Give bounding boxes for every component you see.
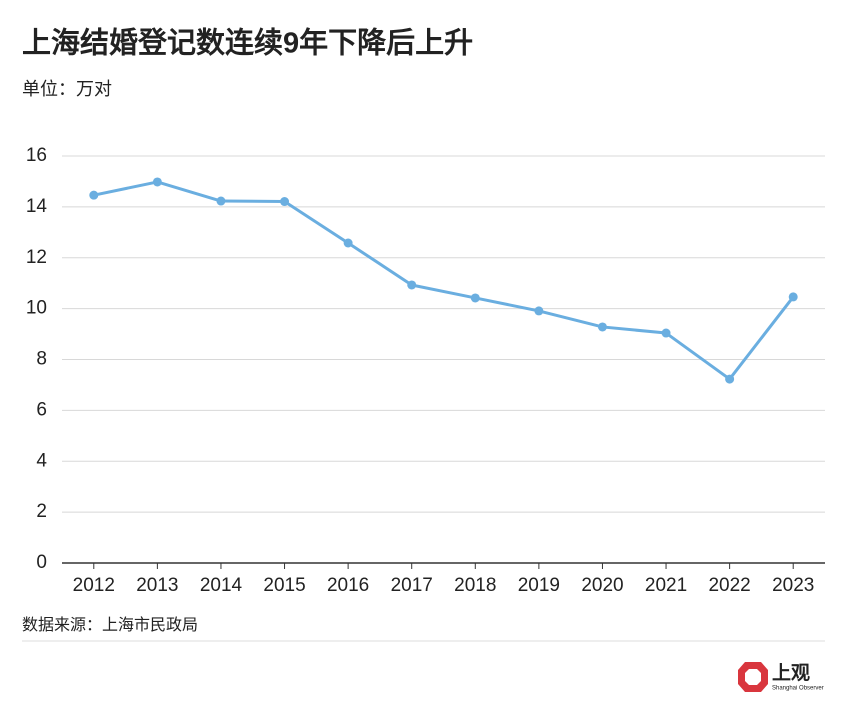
chart-title: 上海结婚登记数连续9年下降后上升 [22, 26, 473, 60]
brand-sub: Shanghai Observer [772, 686, 824, 692]
point [407, 280, 417, 290]
x-tick-label: 2016 [327, 575, 369, 596]
point [216, 196, 226, 206]
y-tick-label: 6 [36, 399, 47, 420]
y-tick-label: 12 [26, 247, 47, 268]
point [725, 374, 735, 384]
y-tick-label: 16 [26, 145, 47, 166]
x-tick-label: 2021 [645, 575, 687, 596]
source: 数据来源：上海市民政局 [22, 616, 198, 634]
y-tick-label: 14 [26, 196, 48, 217]
x-tick-label: 2013 [136, 575, 178, 596]
x-tick-label: 2014 [200, 575, 243, 596]
logo: 上观 Shanghai Observer [738, 662, 824, 692]
point [534, 306, 544, 316]
x-tick-label: 2015 [263, 575, 305, 596]
x-tick-label: 2018 [454, 575, 496, 596]
y-tick-label: 0 [36, 552, 47, 573]
x-tick-label: 2022 [708, 575, 750, 596]
point [89, 190, 99, 200]
y-tick-label: 4 [36, 450, 47, 471]
x-tick-label: 2017 [391, 575, 433, 596]
x-tick-label: 2020 [581, 575, 623, 596]
point [343, 238, 353, 248]
point [597, 322, 607, 332]
x-tick-label: 2023 [772, 575, 814, 596]
logo-icon-inner [745, 669, 761, 685]
point [152, 177, 162, 187]
brand: 上观 [772, 662, 810, 684]
point [280, 197, 290, 207]
line [93, 180, 795, 381]
y-tick-label: 8 [36, 349, 47, 370]
point [661, 328, 671, 338]
y-tick-label: 2 [36, 501, 47, 522]
point [788, 292, 798, 302]
chart-subtitle: 单位：万对 [22, 79, 112, 99]
x-tick-label: 2012 [73, 575, 115, 596]
point [470, 293, 480, 303]
y-tick-label: 10 [26, 298, 47, 319]
x-tick-label: 2019 [518, 575, 560, 596]
